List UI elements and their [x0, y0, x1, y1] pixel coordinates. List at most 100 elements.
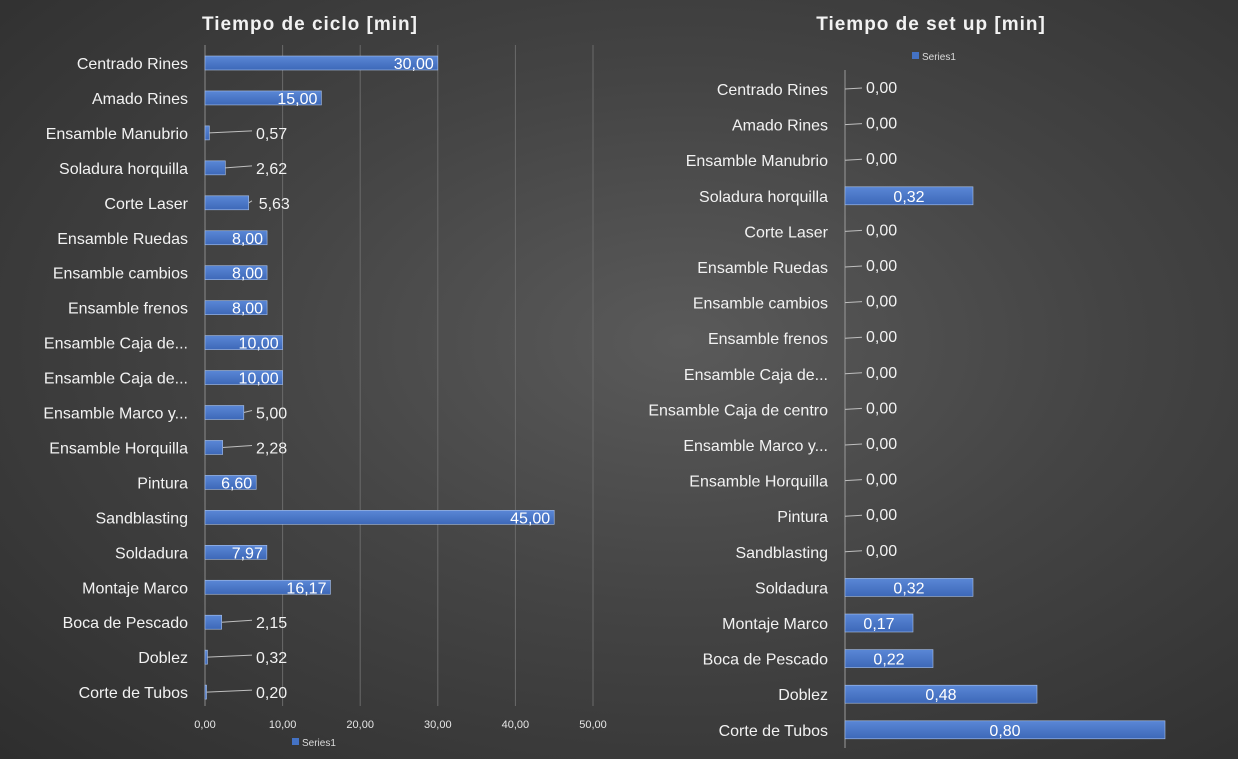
data-label: 0,20 — [256, 685, 287, 702]
category-label: Centrado Rines — [717, 82, 828, 99]
leader-line — [248, 200, 253, 204]
leader-line — [222, 444, 253, 448]
data-label: 0,80 — [989, 723, 1020, 740]
bar — [844, 186, 974, 206]
leader-line — [844, 123, 863, 126]
setup-time-chart: Tiempo de set up [min] Centrado Rines 0,0… — [648, 14, 1166, 748]
data-label: 7,97 — [232, 545, 263, 562]
x-tick-label: 40,00 — [502, 719, 530, 731]
category-label: Ensamble frenos — [68, 301, 188, 318]
bar — [204, 440, 223, 455]
legend: Series1 — [292, 738, 336, 749]
leader-line — [844, 514, 863, 517]
bar — [204, 579, 331, 595]
category-label: Centrado Rines — [77, 56, 188, 73]
leader-line — [844, 229, 863, 232]
data-label: 8,00 — [232, 231, 263, 248]
category-label: Ensamble Horquilla — [689, 474, 828, 491]
data-label: 30,00 — [394, 56, 434, 73]
bar — [204, 335, 283, 350]
category-label: Soldadura — [755, 580, 828, 597]
x-tick-label: 10,00 — [269, 719, 297, 731]
data-label: 10,00 — [239, 371, 279, 388]
x-tick-label: 20,00 — [346, 719, 374, 731]
category-label: Boca de Pescado — [703, 652, 829, 669]
data-label: 0,32 — [893, 189, 924, 206]
leader-line — [844, 301, 863, 304]
data-label: 0,17 — [863, 616, 894, 633]
bar — [204, 475, 257, 490]
bar — [204, 370, 283, 385]
category-label: Corte de Tubos — [719, 723, 828, 740]
legend-label: Series1 — [922, 52, 956, 63]
data-label: 0,00 — [866, 365, 897, 382]
category-label: Ensamble Horquilla — [49, 440, 188, 457]
data-label: 5,63 — [259, 196, 290, 213]
data-label: 0,57 — [256, 126, 287, 143]
category-label: Ensamble Marco y... — [43, 406, 188, 423]
category-label: Sandblasting — [95, 510, 188, 527]
leader-line — [243, 410, 253, 413]
data-label: 0,00 — [866, 507, 897, 524]
category-label: Soladura horquilla — [59, 161, 188, 178]
data-label: 0,00 — [866, 294, 897, 311]
bar — [844, 649, 934, 668]
bar — [204, 125, 210, 141]
category-label: Doblez — [138, 650, 188, 667]
leader-line — [844, 372, 863, 375]
data-label: 2,15 — [256, 615, 287, 632]
data-label: 0,00 — [866, 400, 897, 417]
bar — [204, 195, 249, 211]
category-label: Ensamble cambios — [53, 266, 188, 283]
data-label: 8,00 — [232, 301, 263, 318]
bar — [204, 265, 268, 281]
leader-line — [221, 619, 253, 623]
data-label: 10,00 — [239, 336, 279, 353]
data-label: 0,32 — [893, 580, 924, 597]
category-label: Ensamble Caja de... — [44, 336, 188, 353]
bar — [204, 90, 322, 106]
category-label: Ensamble Ruedas — [57, 231, 188, 248]
bar — [844, 613, 914, 633]
bar — [204, 649, 208, 665]
data-label: 0,00 — [866, 329, 897, 346]
category-label: Corte Laser — [104, 196, 188, 213]
category-label: Ensamble frenos — [708, 331, 828, 348]
bar — [204, 405, 245, 420]
bar — [204, 230, 268, 246]
data-label: 0,00 — [866, 222, 897, 239]
category-label: Montaje Marco — [82, 580, 188, 597]
data-label: 16,17 — [286, 580, 326, 597]
category-label: Amado Rines — [92, 91, 188, 108]
leader-line — [225, 165, 253, 169]
category-label: Corte Laser — [744, 224, 828, 241]
category-label: Ensamble Manubrio — [46, 126, 188, 143]
category-label: Boca de Pescado — [63, 615, 189, 632]
data-label: 0,00 — [866, 258, 897, 275]
category-label: Montaje Marco — [722, 616, 828, 633]
bar — [844, 684, 1038, 704]
bar — [204, 510, 555, 525]
data-label: 15,00 — [277, 91, 317, 108]
leader-line — [844, 87, 863, 90]
leader-line — [844, 158, 863, 161]
x-tick-label: 30,00 — [424, 719, 452, 731]
legend-label: Series1 — [302, 738, 336, 749]
leader-line — [844, 550, 863, 553]
legend-swatch — [292, 738, 299, 745]
x-tick-label: 50,00 — [579, 719, 607, 731]
bar — [844, 578, 974, 597]
data-label: 0,48 — [925, 687, 956, 704]
bar — [204, 160, 226, 176]
bar — [204, 684, 207, 700]
data-label: 0,00 — [866, 116, 897, 133]
chart-title: Tiempo de set up [min] — [816, 14, 1046, 35]
x-tick-label: 0,00 — [194, 719, 215, 731]
data-label: 0,22 — [873, 652, 904, 669]
category-label: Ensamble Caja de... — [684, 367, 828, 384]
data-label: 0,00 — [866, 472, 897, 489]
leader-line — [844, 443, 863, 446]
category-label: Soldadura — [115, 545, 188, 562]
category-label: Ensamble Manubrio — [686, 153, 828, 170]
